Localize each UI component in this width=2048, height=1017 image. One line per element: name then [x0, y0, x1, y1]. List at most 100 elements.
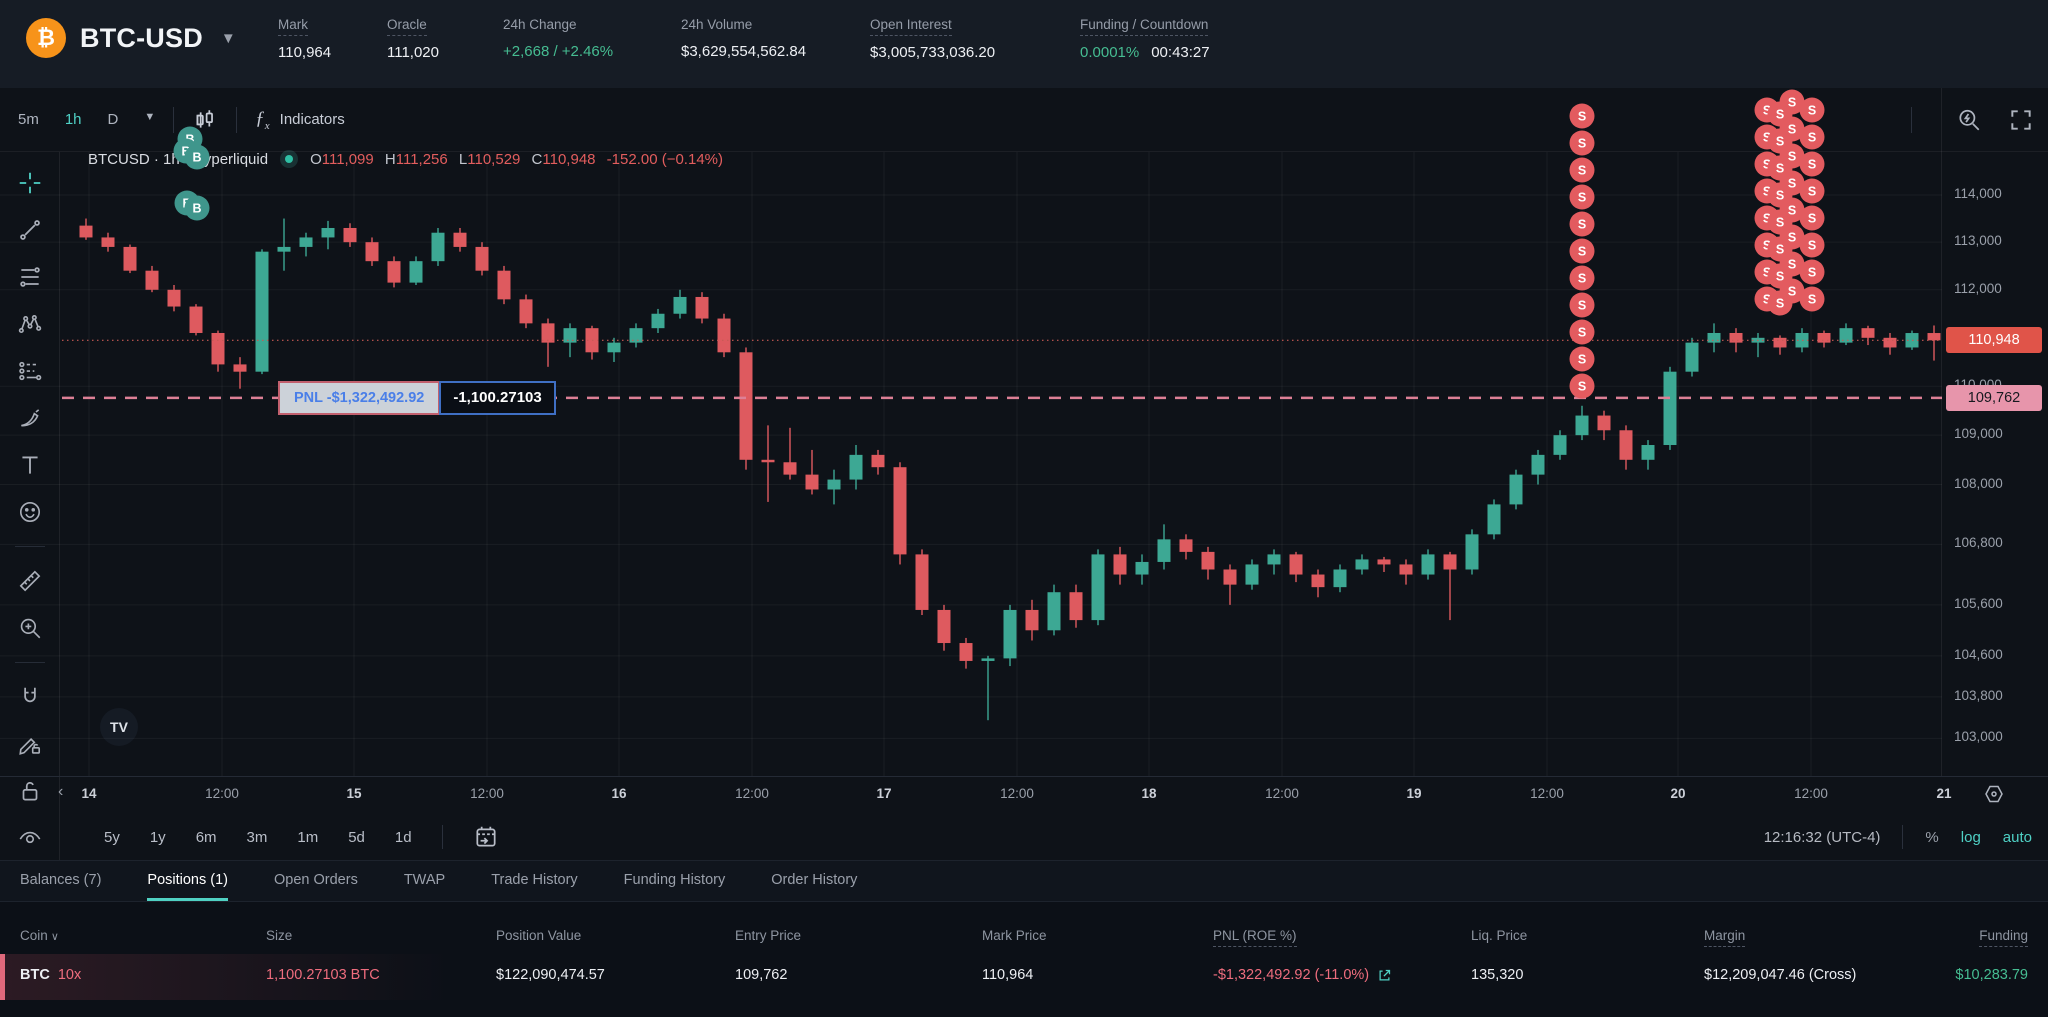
- tradingview-logo[interactable]: TV: [100, 708, 138, 746]
- sell-marker[interactable]: S: [1569, 184, 1595, 210]
- axis-settings-icon[interactable]: [1982, 782, 2006, 806]
- candle-style-icon[interactable]: [192, 107, 218, 133]
- sell-marker[interactable]: S: [1799, 151, 1825, 177]
- log-scale-button[interactable]: log: [1960, 828, 1981, 846]
- sell-marker[interactable]: S: [1779, 278, 1805, 304]
- sell-marker[interactable]: S: [1799, 259, 1825, 285]
- tab-balances-7[interactable]: Balances (7): [20, 872, 102, 888]
- auto-scale-button[interactable]: auto: [2002, 828, 2032, 846]
- sell-marker[interactable]: S: [1799, 97, 1825, 123]
- trend-line-tool-icon[interactable]: [17, 217, 43, 243]
- table-row[interactable]: BTC 10x 1,100.27103 BTC $122,090,474.57 109,…: [0, 954, 2048, 1000]
- interval-1h[interactable]: 1h: [64, 111, 82, 128]
- sell-marker[interactable]: S: [1799, 205, 1825, 231]
- stat-oracle[interactable]: Oracle 111,020: [387, 17, 439, 61]
- sell-marker[interactable]: S: [1569, 292, 1595, 318]
- measure-tool-icon[interactable]: [17, 568, 43, 594]
- buy-marker[interactable]: B: [184, 144, 210, 170]
- sell-marker[interactable]: S: [1779, 143, 1805, 169]
- sell-marker[interactable]: S: [1779, 89, 1805, 115]
- flash-search-icon[interactable]: [1956, 107, 1982, 133]
- stat-mark[interactable]: Mark 110,964: [278, 17, 332, 61]
- position-line-labels[interactable]: PNL -$1,322,492.92 -1,100.27103: [278, 380, 556, 415]
- drawing-lock-icon[interactable]: [17, 731, 43, 757]
- sell-marker[interactable]: S: [1569, 238, 1595, 264]
- market-status-icon[interactable]: [280, 150, 299, 168]
- projection-tool-icon[interactable]: [17, 358, 43, 384]
- range-1d[interactable]: 1d: [394, 828, 412, 846]
- svg-text:S: S: [1788, 231, 1796, 245]
- range-3m[interactable]: 3m: [246, 828, 268, 846]
- time-axis[interactable]: ‹ 14 12:00 15 12:00 16 12:00 17 12:00 18 12:00 19 1…: [0, 776, 2048, 815]
- sell-marker[interactable]: S: [1569, 103, 1595, 129]
- sell-marker[interactable]: S: [1799, 232, 1825, 258]
- interval-5m[interactable]: 5m: [18, 111, 39, 128]
- time-tick: 14: [81, 786, 97, 801]
- tab-order-history[interactable]: Order History: [771, 872, 858, 888]
- stat-open-interest[interactable]: Open Interest $3,005,733,036.20: [870, 17, 996, 61]
- hide-drawings-icon[interactable]: [17, 825, 43, 851]
- sell-marker[interactable]: S: [1779, 170, 1805, 196]
- magnet-tool-icon[interactable]: [17, 684, 43, 710]
- pattern-tool-icon[interactable]: [17, 311, 43, 337]
- time-tick: 15: [346, 786, 362, 801]
- sell-marker[interactable]: S: [1569, 346, 1595, 372]
- sell-marker[interactable]: S: [1799, 124, 1825, 150]
- crosshair-tool-icon[interactable]: [17, 170, 43, 196]
- go-to-date-icon[interactable]: [473, 824, 499, 850]
- fullscreen-icon[interactable]: [2008, 107, 2034, 133]
- sell-marker[interactable]: S: [1779, 116, 1805, 142]
- sell-marker[interactable]: S: [1799, 178, 1825, 204]
- coin-selector[interactable]: ₿ BTC-USD ▼: [26, 18, 236, 58]
- stat-funding-countdown[interactable]: Funding / Countdown 0.0001% 00:43:27: [1080, 17, 1210, 61]
- sell-marker[interactable]: S: [1569, 319, 1595, 345]
- sell-marker[interactable]: S: [1779, 251, 1805, 277]
- sell-marker[interactable]: S: [1779, 224, 1805, 250]
- sell-marker[interactable]: S: [1569, 265, 1595, 291]
- range-1y[interactable]: 1y: [149, 828, 166, 846]
- text-tool-icon[interactable]: [17, 452, 43, 478]
- price-tick: 104,600: [1954, 646, 2003, 662]
- svg-text:S: S: [1776, 108, 1784, 122]
- lock-all-icon[interactable]: [17, 778, 43, 804]
- cell-coin: BTC 10x: [20, 967, 82, 983]
- clock[interactable]: 12:16:32 (UTC-4): [1763, 828, 1881, 846]
- column-header-coin[interactable]: Coin ∨: [20, 928, 59, 943]
- interval-dropdown-icon[interactable]: ▼: [144, 111, 156, 123]
- column-header-margin[interactable]: Margin: [1704, 928, 1746, 947]
- indicators-button[interactable]: ƒx Indicators: [255, 108, 344, 132]
- range-5d[interactable]: 5d: [348, 828, 365, 846]
- tab-twap[interactable]: TWAP: [403, 872, 446, 888]
- sell-marker[interactable]: S: [1569, 373, 1595, 399]
- column-header-pnl-roe-[interactable]: PNL (ROE %): [1213, 928, 1297, 947]
- tab-trade-history[interactable]: Trade History: [491, 872, 578, 888]
- chevron-left-icon[interactable]: ‹: [58, 783, 64, 800]
- sell-marker[interactable]: S: [1569, 211, 1595, 237]
- buy-marker[interactable]: B: [184, 195, 210, 221]
- tab-open-orders[interactable]: Open Orders: [274, 872, 358, 888]
- range-6m[interactable]: 6m: [195, 828, 217, 846]
- sort-chevron-icon[interactable]: ∨: [47, 931, 59, 943]
- range-1m[interactable]: 1m: [297, 828, 319, 846]
- sell-marker[interactable]: S: [1569, 157, 1595, 183]
- external-link-icon[interactable]: [1377, 968, 1392, 983]
- range-5y[interactable]: 5y: [104, 828, 120, 846]
- fib-retracement-tool-icon[interactable]: [17, 264, 43, 290]
- price-axis[interactable]: 110,948 109,762 114,000113,000112,000110…: [1942, 88, 2048, 776]
- tab-funding-history[interactable]: Funding History: [623, 872, 726, 888]
- emoji-tool-icon[interactable]: [17, 499, 43, 525]
- svg-text:S: S: [1763, 266, 1771, 280]
- sell-marker[interactable]: S: [1779, 197, 1805, 223]
- zoom-in-tool-icon[interactable]: [17, 615, 43, 641]
- cell-liq-price: 135,320: [1471, 967, 1524, 983]
- sell-marker[interactable]: S: [1799, 286, 1825, 312]
- percent-scale-button[interactable]: %: [1925, 828, 1939, 846]
- tab-positions-1[interactable]: Positions (1): [147, 860, 228, 901]
- column-header-funding[interactable]: Funding: [1979, 928, 2028, 947]
- price-tick: 108,000: [1954, 475, 2003, 491]
- sell-marker[interactable]: S: [1569, 130, 1595, 156]
- brush-tool-icon[interactable]: [17, 405, 43, 431]
- svg-text:S: S: [1578, 326, 1586, 340]
- interval-D[interactable]: D: [107, 111, 119, 128]
